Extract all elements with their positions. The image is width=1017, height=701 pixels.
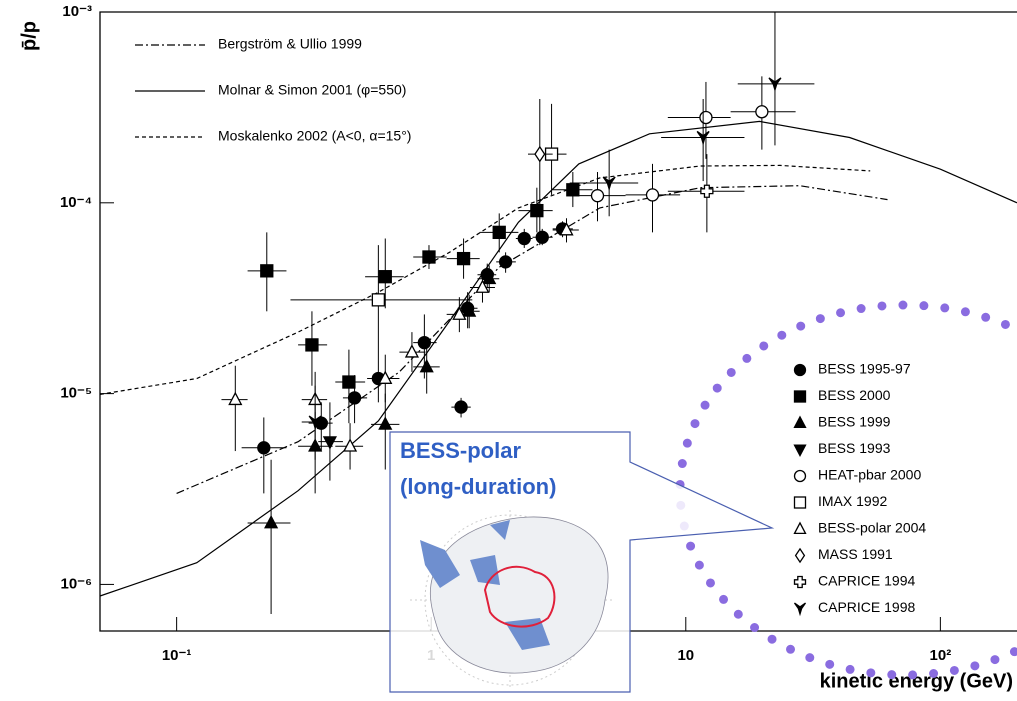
legend-marker bbox=[795, 471, 806, 482]
legend-marker bbox=[795, 365, 806, 376]
legend-label: BESS 2000 bbox=[818, 387, 891, 403]
callout-line: BESS-polar bbox=[400, 438, 521, 463]
marker bbox=[531, 205, 543, 217]
marker bbox=[493, 226, 505, 238]
y-tick-label: 10⁻³ bbox=[62, 3, 92, 20]
marker bbox=[229, 393, 241, 404]
marker bbox=[261, 265, 273, 277]
legend-label: Moskalenko 2002 (A<0, α=15°) bbox=[218, 128, 411, 144]
y-tick-label: 10⁻⁵ bbox=[60, 385, 92, 402]
marker bbox=[592, 190, 604, 202]
legend-label: BESS 1995-97 bbox=[818, 361, 911, 377]
legend-label: HEAT-pbar 2000 bbox=[818, 467, 921, 483]
legend-marker bbox=[795, 523, 806, 533]
legend-marker bbox=[795, 417, 806, 427]
marker bbox=[379, 418, 391, 429]
marker bbox=[518, 233, 530, 245]
marker bbox=[646, 189, 658, 201]
y-tick-label: 10⁻⁶ bbox=[60, 575, 92, 592]
marker bbox=[455, 401, 467, 413]
legend-label: BESS 1993 bbox=[818, 440, 891, 456]
marker bbox=[421, 360, 433, 371]
legend-label: Bergström & Ullio 1999 bbox=[218, 36, 362, 52]
legend-marker bbox=[795, 577, 806, 588]
legend-marker bbox=[795, 497, 806, 508]
marker bbox=[423, 251, 435, 263]
legend-label: Molnar & Simon 2001 (φ=550) bbox=[218, 82, 406, 98]
legend-label: MASS 1991 bbox=[818, 546, 893, 562]
chart: p̄/p kinetic energy (GeV) 10⁻⁶10⁻⁵10⁻⁴10… bbox=[0, 0, 1017, 701]
marker bbox=[265, 516, 277, 527]
marker bbox=[700, 111, 712, 123]
legend-marker bbox=[795, 603, 806, 614]
legend-label: BESS 1999 bbox=[818, 414, 891, 430]
marker bbox=[418, 337, 430, 349]
legend-marker bbox=[796, 549, 805, 562]
legend-label: CAPRICE 1994 bbox=[818, 573, 915, 589]
marker bbox=[343, 376, 355, 388]
marker bbox=[458, 253, 470, 265]
legend-marker bbox=[795, 391, 806, 402]
legend-label: BESS-polar 2004 bbox=[818, 520, 926, 536]
x-tick-label: 10 bbox=[677, 647, 694, 664]
legend-label: CAPRICE 1998 bbox=[818, 599, 915, 615]
x-tick-label: 10² bbox=[930, 647, 952, 664]
marker bbox=[258, 442, 270, 454]
marker bbox=[379, 271, 391, 283]
marker bbox=[406, 346, 418, 357]
legend-marker bbox=[795, 445, 806, 455]
marker bbox=[536, 231, 548, 243]
y-axis-label: p̄/p bbox=[18, 21, 40, 51]
marker bbox=[306, 339, 318, 351]
callout-line: (long-duration) bbox=[400, 474, 556, 499]
marker bbox=[349, 392, 361, 404]
marker bbox=[372, 294, 384, 306]
callout: BESS-polar (long-duration) bbox=[390, 432, 772, 692]
legend-label: IMAX 1992 bbox=[818, 493, 887, 509]
marker bbox=[756, 106, 768, 118]
x-tick-label: 10⁻¹ bbox=[162, 647, 192, 664]
marker bbox=[500, 256, 512, 268]
marker bbox=[535, 147, 545, 161]
marker bbox=[567, 184, 579, 196]
y-tick-label: 10⁻⁴ bbox=[60, 194, 92, 211]
